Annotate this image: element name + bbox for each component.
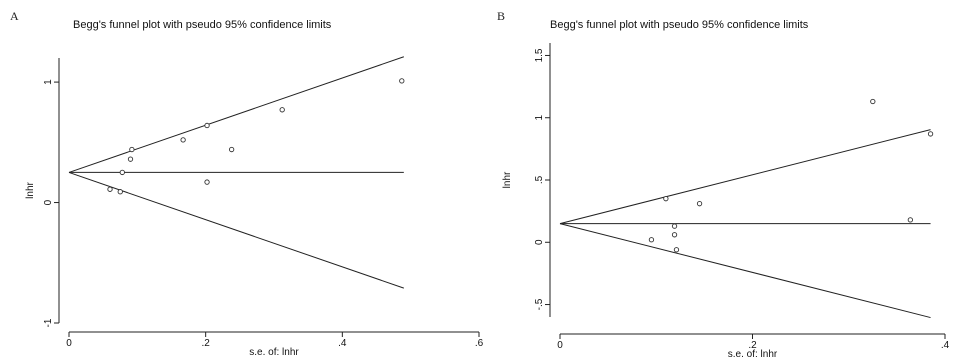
study-point-b (671, 223, 678, 229)
study-point-a (119, 169, 125, 176)
x-tick-label-b: .2 (748, 340, 757, 351)
study-point-a (204, 122, 210, 129)
study-point-a (127, 156, 134, 162)
x-axis-title-b: s.e. of: lnhr (728, 349, 778, 360)
study-point-a (279, 107, 285, 113)
study-point-b (696, 201, 703, 207)
y-tick-label-b: -.5 (534, 298, 545, 310)
study-point-b (673, 247, 680, 253)
study-point-b (870, 98, 876, 105)
x-tick-label-a: .4 (338, 338, 347, 349)
x-tick-label-a: 0 (66, 338, 72, 349)
y-tick-label-a: 1 (43, 79, 54, 85)
y-axis-title-a: lnhr (25, 181, 36, 198)
x-axis-title-a: s.e. of: lnhr (249, 347, 299, 358)
chart-title-b: Begg's funnel plot with pseudo 95% confi… (550, 19, 809, 31)
study-point-a (180, 137, 186, 143)
study-point-a (129, 146, 135, 153)
x-tick-label-a: .6 (475, 338, 484, 349)
study-point-a (228, 146, 235, 153)
y-tick-label-a: -1 (43, 318, 54, 327)
study-point-a (399, 78, 405, 84)
study-point-a (204, 179, 210, 185)
study-point-a (117, 189, 123, 195)
x-tick-label-b: .4 (941, 340, 950, 351)
funnel-plot-panel-b: B Begg's funnel plot with pseudo 95% con… (490, 0, 971, 364)
funnel-plot-a-svg: 0 .2 .4 .6 -1 0 1 s.e. of: lnhr lnhr (25, 56, 484, 358)
study-point-b (907, 217, 913, 223)
study-point-b (927, 131, 934, 137)
lower-confidence-limit-a (68, 171, 404, 289)
y-tick-label-a: 0 (43, 199, 54, 205)
y-tick-label-b: 1.5 (534, 48, 545, 62)
study-point-b (648, 237, 655, 243)
y-tick-label-b: .5 (534, 175, 545, 184)
y-axis-title-b: lnhr (502, 171, 513, 188)
panel-label-b: B (497, 9, 506, 23)
funnel-plot-panel-a: A Begg's funnel plot with pseudo 95% con… (10, 9, 484, 358)
y-tick-label-b: 0 (534, 239, 545, 245)
study-point-a (107, 186, 113, 192)
lower-confidence-limit-b (559, 223, 931, 319)
panel-label-a: A (10, 9, 19, 23)
y-tick-label-b: 1 (534, 115, 545, 121)
x-tick-label-b: 0 (557, 340, 563, 351)
study-point-b (671, 232, 678, 238)
x-tick-label-a: .2 (201, 338, 210, 349)
upper-confidence-limit-a (68, 56, 404, 173)
upper-confidence-limit-b (559, 129, 931, 225)
funnel-plot-b-svg: 0 .2 .4 -.5 0 .5 1 1.5 s.e. of: lnhr lnhr (502, 43, 950, 360)
chart-title-a: Begg's funnel plot with pseudo 95% confi… (73, 19, 332, 31)
study-point-b (663, 196, 669, 202)
